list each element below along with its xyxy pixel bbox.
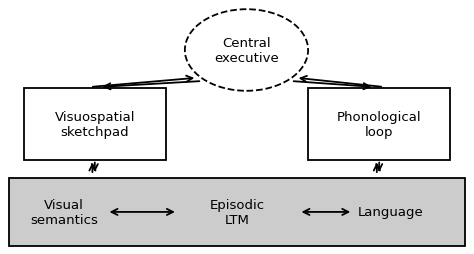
Text: Visual
semantics: Visual semantics (30, 198, 98, 226)
Ellipse shape (185, 10, 308, 91)
FancyBboxPatch shape (9, 178, 465, 246)
Text: Central
executive: Central executive (214, 37, 279, 65)
Text: Phonological
loop: Phonological loop (337, 110, 421, 138)
Text: Visuospatial
sketchpad: Visuospatial sketchpad (55, 110, 135, 138)
Text: Episodic
LTM: Episodic LTM (210, 198, 264, 226)
Text: Language: Language (358, 206, 424, 218)
FancyBboxPatch shape (24, 89, 166, 160)
FancyBboxPatch shape (308, 89, 450, 160)
